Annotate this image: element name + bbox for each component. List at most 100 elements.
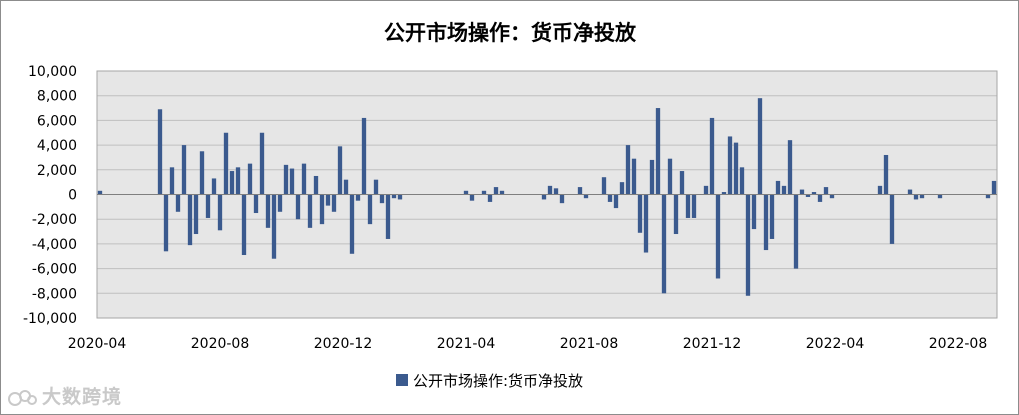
- bar: [547, 185, 553, 195]
- bar: [643, 194, 649, 253]
- bar: [181, 145, 187, 195]
- bar: [271, 194, 277, 259]
- x-tick-label: 2021-08: [560, 336, 619, 352]
- legend: 公开市场操作:货币净投放: [396, 372, 583, 390]
- bar: [553, 188, 559, 195]
- bar: [493, 187, 499, 195]
- bar: [733, 142, 739, 195]
- y-tick-label: -4,000: [32, 237, 77, 253]
- bar: [799, 189, 805, 195]
- bar: [217, 194, 223, 231]
- y-tick-label: 2,000: [37, 163, 77, 179]
- bar: [637, 194, 643, 233]
- bar: [691, 194, 697, 218]
- x-tick-label: 2022-08: [929, 336, 988, 352]
- bar: [607, 194, 613, 202]
- y-tick-label: 4,000: [37, 138, 77, 154]
- bar: [715, 194, 721, 279]
- bar: [685, 194, 691, 218]
- y-tick-label: -2,000: [32, 212, 77, 228]
- bar: [307, 194, 313, 228]
- bar: [487, 194, 493, 202]
- bar: [229, 171, 235, 195]
- bar: [331, 194, 337, 212]
- bar: [667, 158, 673, 195]
- bar: [679, 171, 685, 195]
- bar: [343, 179, 349, 195]
- bar: [763, 194, 769, 251]
- bar: [241, 194, 247, 256]
- bar: [367, 194, 373, 225]
- bar: [223, 132, 229, 195]
- bar: [385, 194, 391, 239]
- y-tick-label: -6,000: [32, 262, 77, 278]
- bar: [277, 194, 283, 212]
- bar: [877, 185, 883, 195]
- bar: [661, 194, 667, 294]
- watermark-text: 大数跨境: [42, 386, 123, 408]
- bar: [325, 194, 331, 206]
- bar: [235, 167, 241, 195]
- bar: [769, 194, 775, 239]
- bar: [757, 98, 763, 195]
- bar: [781, 185, 787, 195]
- bar: [391, 194, 397, 199]
- bar: [775, 180, 781, 195]
- bar: [913, 194, 919, 200]
- bar: [727, 136, 733, 195]
- bar: [397, 194, 403, 200]
- watermark-logo-icon: [8, 389, 37, 406]
- y-tick-label: -10,000: [23, 311, 77, 327]
- bar: [601, 177, 607, 195]
- bar: [481, 190, 487, 195]
- y-axis: 10,000 8,000 6,000 4,000 2,000 0 -2,000 -4,000 -…: [23, 64, 77, 327]
- bar: [337, 146, 343, 195]
- bar: [721, 192, 727, 195]
- y-tick-label: 0: [68, 188, 77, 204]
- bar: [361, 117, 367, 195]
- x-tick-label: 2022-04: [806, 336, 865, 352]
- bar: [559, 194, 565, 204]
- bar: [655, 108, 661, 195]
- bar: [739, 167, 745, 195]
- bar: [625, 145, 631, 195]
- x-tick-label: 2020-12: [314, 336, 373, 352]
- bar: [301, 163, 307, 195]
- x-tick-label: 2020-04: [68, 336, 127, 352]
- watermark: 大数跨境: [8, 382, 122, 409]
- bar: [649, 159, 655, 195]
- bar: [631, 158, 637, 195]
- y-tick-label: 6,000: [37, 113, 77, 129]
- bar: [187, 194, 193, 246]
- x-tick-label: 2020-08: [191, 336, 250, 352]
- bar: [787, 140, 793, 195]
- bar: [289, 168, 295, 195]
- bar: [829, 194, 835, 199]
- bar: [541, 194, 547, 200]
- chart-title: 公开市场操作：货币净投放: [384, 20, 637, 45]
- x-axis: 2020-04 2020-08 2020-12 2021-04 2021-08 2021-…: [68, 336, 988, 352]
- y-tick-label: -8,000: [32, 286, 77, 302]
- bar: [907, 189, 913, 195]
- bar: [703, 185, 709, 195]
- bar: [355, 194, 361, 201]
- bar: [745, 194, 751, 296]
- bar: [373, 179, 379, 195]
- bar: [991, 180, 997, 195]
- bar: [823, 187, 829, 195]
- bar: [889, 194, 895, 244]
- bar: [811, 192, 817, 195]
- y-tick-label: 10,000: [28, 64, 77, 80]
- bar: [577, 187, 583, 195]
- bars: [97, 98, 997, 296]
- bar: [937, 194, 943, 199]
- bar: [883, 154, 889, 195]
- bar: [463, 190, 469, 195]
- x-tick-label: 2021-12: [683, 336, 742, 352]
- bar: [805, 194, 811, 197]
- bar: [709, 117, 715, 195]
- bar: [205, 194, 211, 218]
- bar: [619, 182, 625, 195]
- bar: [583, 194, 589, 199]
- bar: [193, 194, 199, 235]
